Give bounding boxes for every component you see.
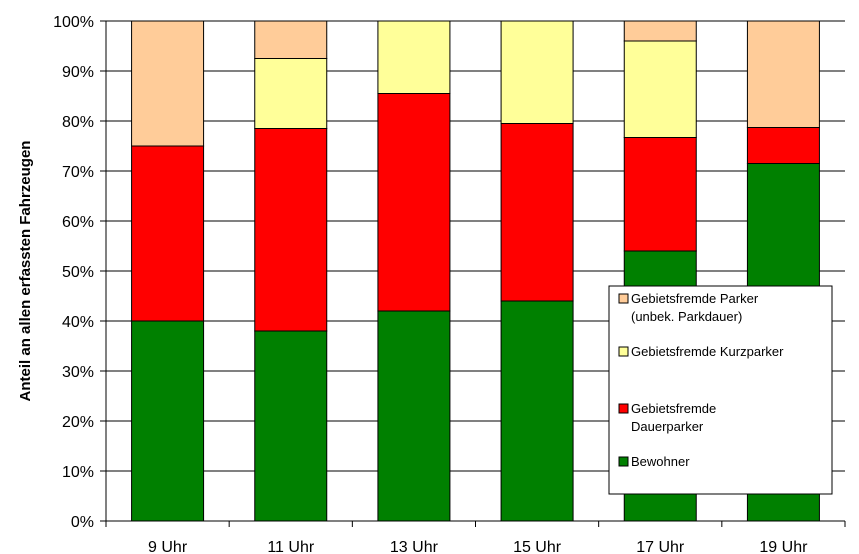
- bar-segment: [377, 93, 451, 312]
- bar-segment: [500, 123, 574, 302]
- y-tick-label: 80%: [62, 114, 94, 131]
- bar-segment: [500, 20, 574, 124]
- bar-segment: [623, 137, 697, 252]
- bar-segment: [746, 20, 820, 128]
- x-tick-labels: 9 Uhr 11 Uhr 13 Uhr 15 Uhr 17 Uhr 19 Uhr: [148, 539, 808, 554]
- legend-swatch: [618, 346, 629, 357]
- legend-label: Gebietsfremde: [631, 401, 716, 416]
- y-tick-labels: 0% 10% 20% 30% 40% 50% 60% 70% 80% 90% 100%: [53, 14, 94, 531]
- y-axis-title: Anteil an allen erfassten Fahrzeugen: [17, 141, 34, 402]
- bar-segment: [131, 20, 205, 147]
- legend-swatch: [618, 293, 629, 304]
- y-tick-label: 60%: [62, 214, 94, 231]
- bar-segment: [254, 330, 328, 522]
- legend-box: [608, 285, 833, 495]
- x-tick-label: 13 Uhr: [390, 539, 439, 554]
- x-tick-label: 17 Uhr: [636, 539, 685, 554]
- y-tick-label: 10%: [62, 464, 94, 481]
- bar-segment: [746, 127, 820, 164]
- y-tick-label: 70%: [62, 164, 94, 181]
- bar-segment: [131, 145, 205, 322]
- legend-label: Bewohner: [631, 454, 690, 469]
- legend-swatch: [618, 403, 629, 414]
- legend: Gebietsfremde Parker (unbek. Parkdauer) Ge…: [608, 285, 833, 495]
- y-tick-label: 100%: [53, 14, 94, 31]
- x-tick-label: 9 Uhr: [148, 539, 188, 554]
- axes: [100, 20, 846, 527]
- legend-label: (unbek. Parkdauer): [631, 309, 742, 324]
- bar-segment: [131, 320, 205, 522]
- x-tick-label: 15 Uhr: [513, 539, 562, 554]
- bar-segment: [500, 300, 574, 522]
- bar-segment: [623, 20, 697, 42]
- x-tick-label: 11 Uhr: [267, 539, 315, 554]
- y-tick-label: 40%: [62, 314, 94, 331]
- bar-segment: [254, 58, 328, 129]
- y-tick-label: 30%: [62, 364, 94, 381]
- legend-label: Gebietsfremde Kurzparker: [631, 344, 784, 359]
- y-tick-label: 20%: [62, 414, 94, 431]
- bar-segment: [623, 40, 697, 138]
- legend-label: Dauerparker: [631, 419, 704, 434]
- gridlines: [106, 20, 845, 472]
- y-tick-label: 50%: [62, 264, 94, 281]
- y-tick-label: 0%: [71, 514, 94, 531]
- y-tick-label: 90%: [62, 64, 94, 81]
- bar-segment: [254, 20, 328, 59]
- legend-label: Gebietsfremde Parker: [631, 291, 759, 306]
- bar-segment: [377, 20, 451, 94]
- x-tick-label: 19 Uhr: [759, 539, 808, 554]
- legend-swatch: [618, 456, 629, 467]
- bar-segment: [254, 128, 328, 332]
- bar-segment: [377, 310, 451, 522]
